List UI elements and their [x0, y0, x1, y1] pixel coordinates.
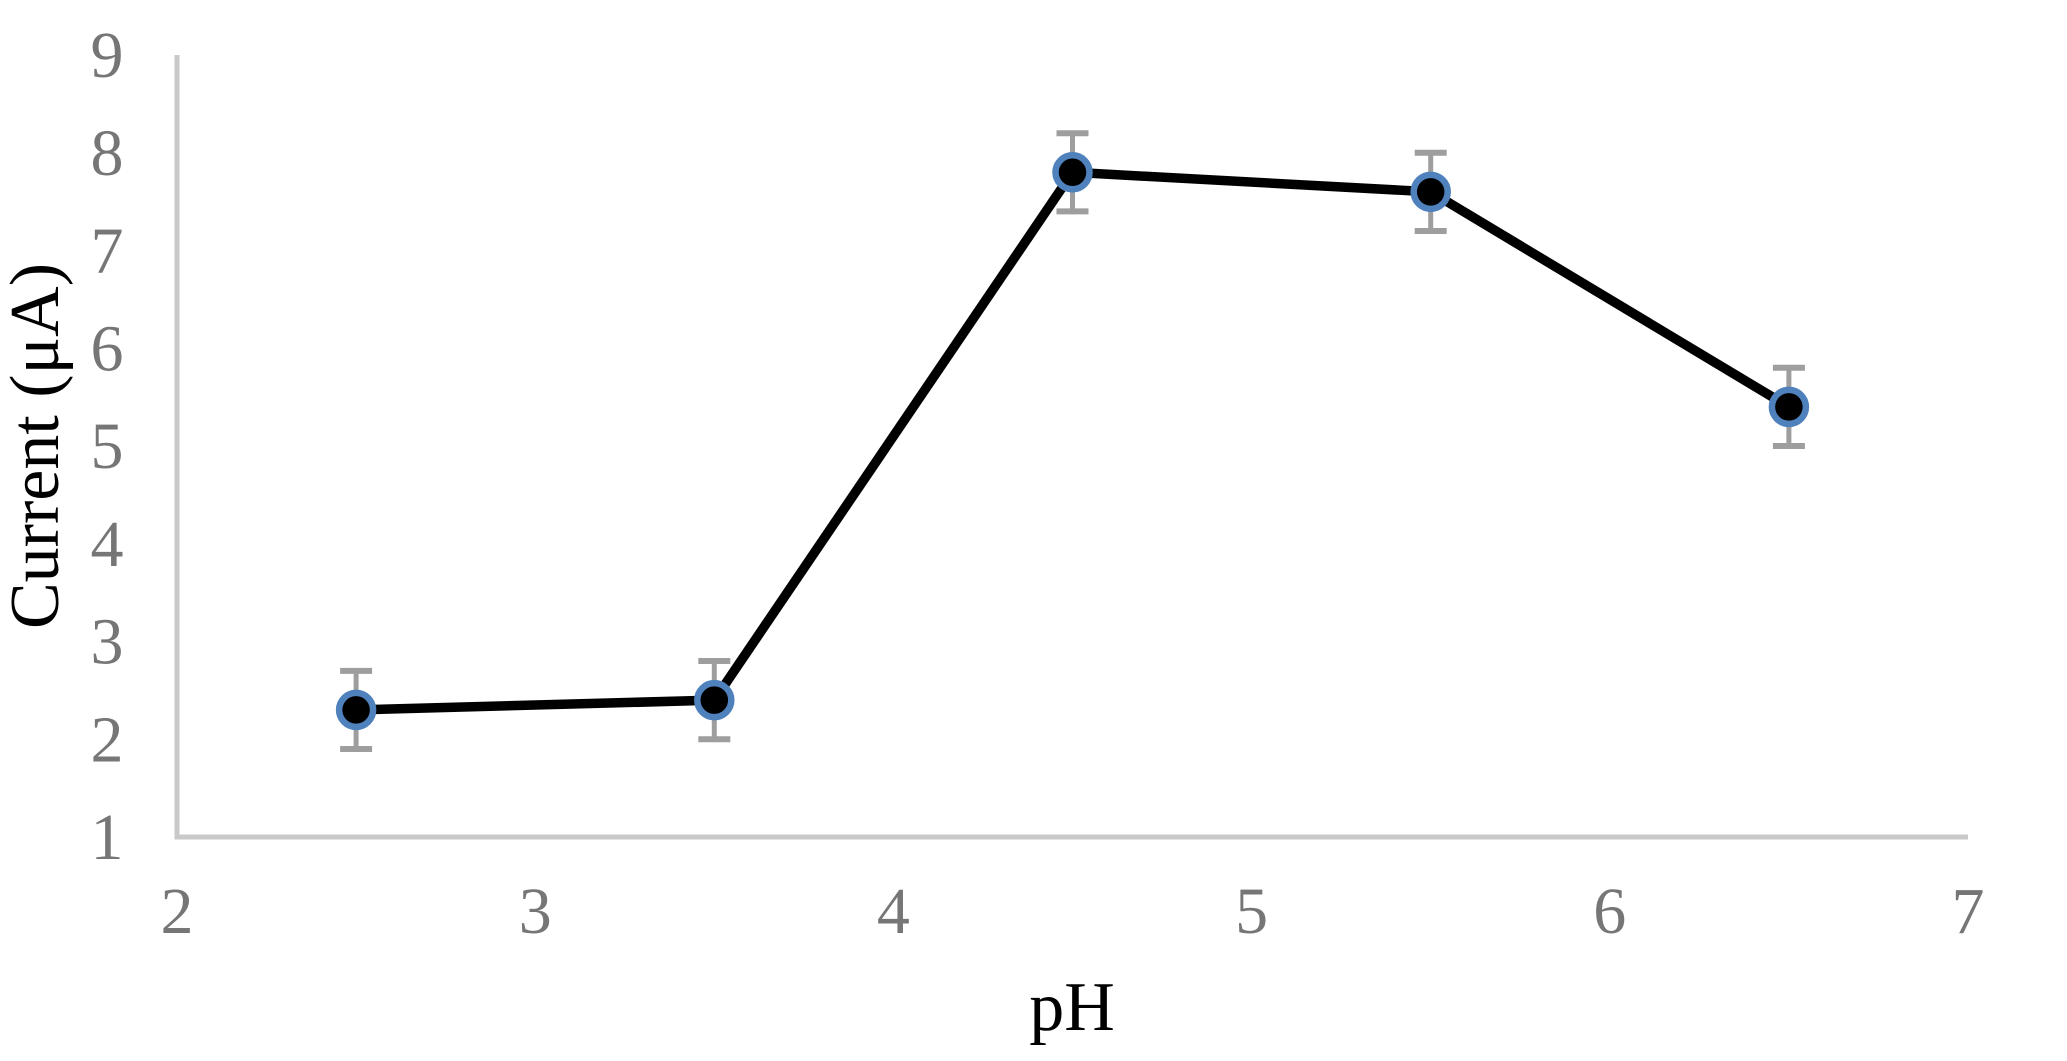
series-line [351, 167, 1794, 715]
y-axis-title: Current (μA) [0, 263, 74, 629]
data-point-marker [335, 689, 377, 731]
y-tick-label: 4 [91, 508, 124, 581]
y-tick-label: 9 [91, 19, 124, 92]
y-tick-label: 2 [91, 703, 124, 776]
data-point-marker [1052, 152, 1093, 193]
y-tick-label: 3 [91, 606, 124, 679]
error-bars-layer [340, 130, 1805, 753]
data-point-marker [1410, 171, 1451, 213]
x-tick-label: 4 [877, 875, 910, 948]
data-point-marker [694, 679, 735, 721]
y-tick-label: 6 [91, 312, 124, 385]
x-axis-title: pH [1029, 969, 1115, 1046]
y-tick-label: 1 [91, 801, 124, 874]
x-tick-label: 6 [1593, 875, 1626, 948]
y-tick-label: 5 [91, 410, 124, 483]
y-tick-label: 7 [91, 215, 124, 288]
y-tick-label: 8 [91, 117, 124, 190]
series-layer [335, 152, 1810, 731]
x-tick-label: 5 [1235, 875, 1268, 948]
axes-layer [174, 55, 1968, 840]
x-tick-label: 2 [161, 875, 194, 948]
data-point-marker [1768, 386, 1810, 428]
x-tick-label: 3 [519, 875, 552, 948]
x-tick-label: 7 [1952, 875, 1985, 948]
